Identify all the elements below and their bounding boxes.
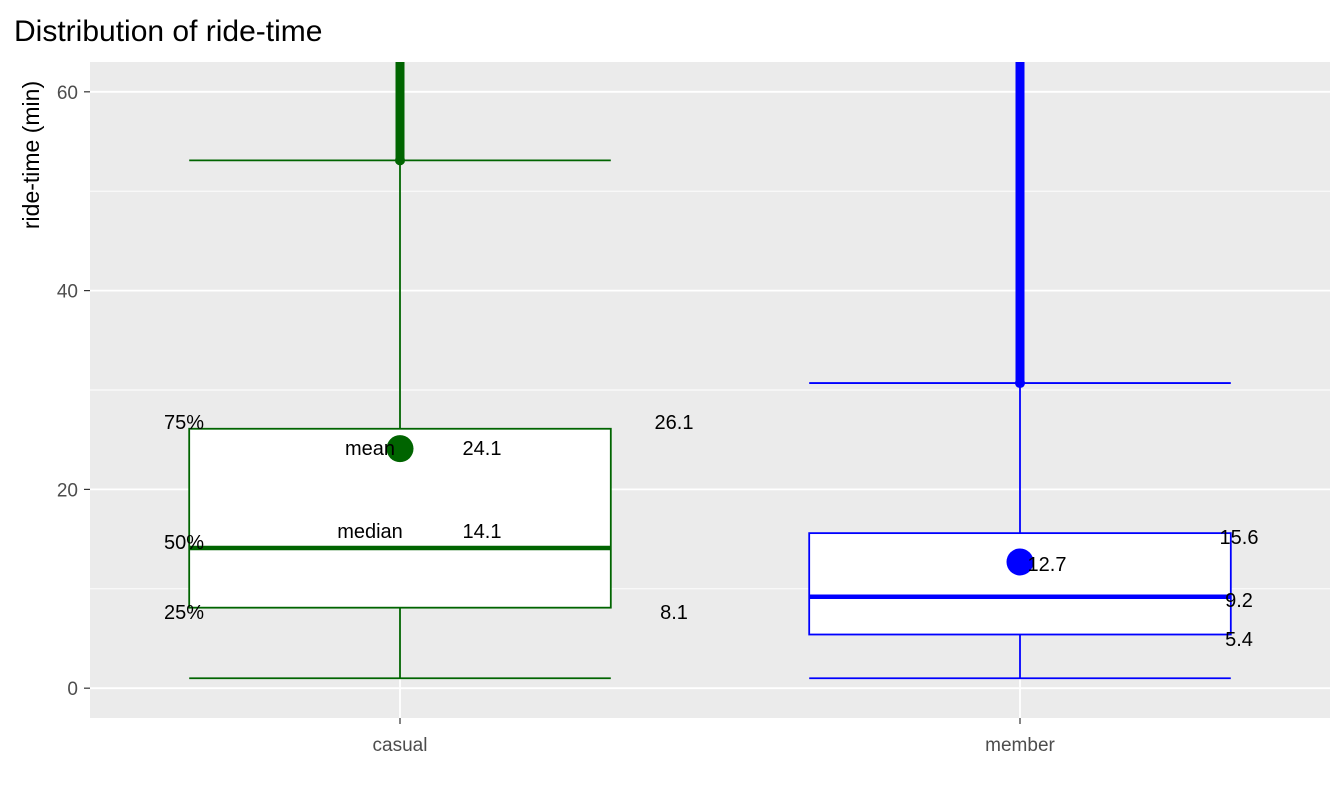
member-mean-value: 12.7 xyxy=(1028,554,1067,576)
chart-title: Distribution of ride-time xyxy=(14,15,322,48)
casual-q3-value: 26.1 xyxy=(655,412,694,434)
casual-q3-percent-label: 75% xyxy=(164,412,204,434)
box-layer xyxy=(188,62,1232,680)
casual-q1-percent-label: 25% xyxy=(164,602,204,624)
casual-box-group xyxy=(188,62,612,680)
y-tick-label: 20 xyxy=(57,480,78,501)
member-box xyxy=(808,532,1232,636)
y-tick-label: 0 xyxy=(67,679,78,700)
casual-median-percent-label: 50% xyxy=(164,532,204,554)
member-q1-value: 5.4 xyxy=(1225,629,1253,651)
x-tick-label: member xyxy=(985,735,1055,756)
member-mean-point xyxy=(1006,548,1034,576)
member-q3-value: 15.6 xyxy=(1220,527,1259,549)
member-box-group xyxy=(808,62,1232,680)
casual-q1-value: 8.1 xyxy=(660,602,688,624)
y-tick-label: 40 xyxy=(57,282,78,303)
x-tick-label: casual xyxy=(373,735,428,756)
axis-ticks: 0 20 40 60 casual member xyxy=(57,83,1056,756)
casual-mean-point xyxy=(386,435,414,463)
member-median-value: 9.2 xyxy=(1225,590,1253,612)
y-tick-label: 60 xyxy=(57,83,78,104)
casual-median-value: 14.1 xyxy=(463,521,502,543)
casual-mean-value: 24.1 xyxy=(463,438,502,460)
casual-median-text: median xyxy=(337,521,403,543)
casual-mean-text: mean xyxy=(345,438,395,460)
y-axis-title: ride-time (min) xyxy=(18,81,44,229)
